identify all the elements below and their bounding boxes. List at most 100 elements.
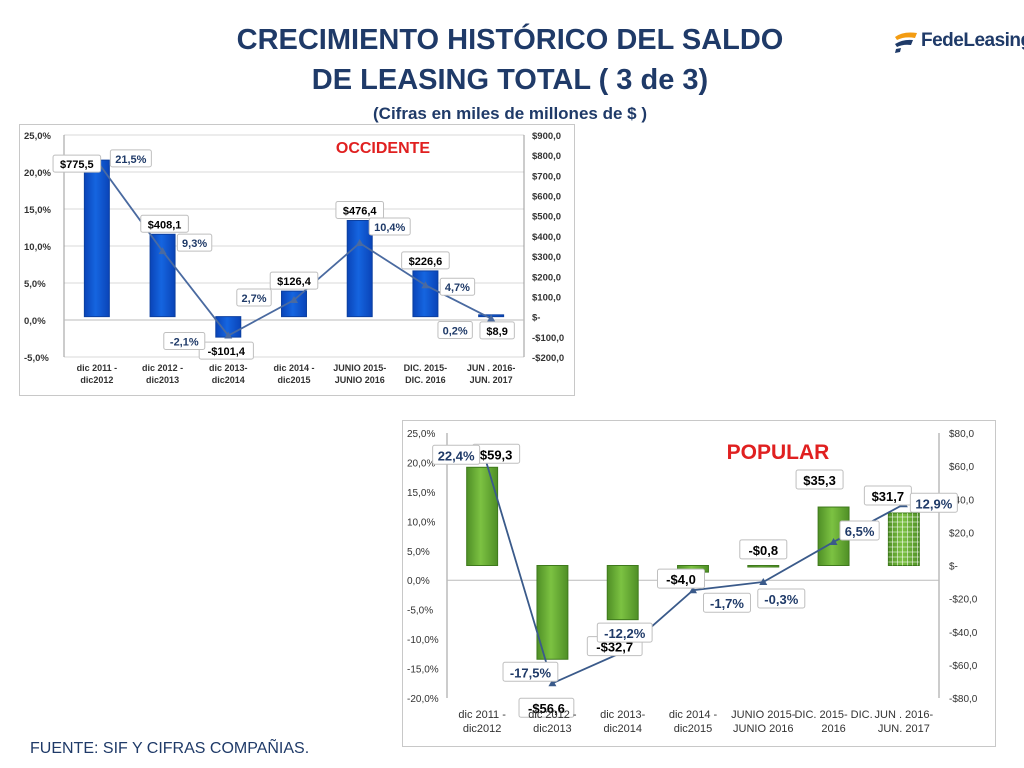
bar-value-label-box: [52, 154, 102, 173]
growth-pct-label: -12,2%: [604, 626, 646, 641]
category-label: dic 2012 -: [142, 363, 183, 373]
left-axis-tick-label: 15,0%: [407, 488, 435, 499]
growth-pct-label-box: [502, 661, 559, 682]
category-label: dic2014: [212, 375, 245, 385]
category-label: dic 2013-: [209, 363, 248, 373]
right-axis-tick-label: -$80,0: [949, 694, 978, 705]
line-point: [759, 577, 768, 585]
left-axis-tick-label: -15,0%: [407, 665, 439, 676]
bar: [149, 233, 176, 318]
chart-title: POPULAR: [727, 441, 830, 464]
page-subtitle: (Cifras en miles de millones de $ ): [373, 104, 647, 123]
right-axis-tick-label: $-: [532, 313, 540, 324]
source-footnote: FUENTE: SIF Y CIFRAS COMPAÑIAS.: [30, 740, 310, 757]
bar-value-label-box: [335, 200, 385, 219]
left-axis-tick-label: 0,0%: [407, 576, 430, 587]
category-label: JUNIO 2015-: [333, 363, 386, 373]
bar-value-label: $59,3: [480, 447, 513, 462]
right-axis-tick-label: $60,0: [949, 462, 974, 473]
left-axis-tick-label: -10,0%: [407, 635, 439, 646]
occidente-chart: 25,0% 20,0% 15,0% 10,0% 5,0% 0,0% -5,0% $900,0 $…: [19, 124, 575, 396]
bar-value-label-box: [198, 341, 254, 360]
line-point: [829, 537, 838, 545]
line-point: [224, 331, 233, 339]
category-label: JUNIO 2016: [733, 723, 794, 735]
category-label: JUN. 2017: [470, 375, 513, 385]
growth-pct-label-box: [909, 492, 958, 513]
left-axis-tick-label: 0,0%: [24, 316, 46, 327]
growth-pct-label-box: [439, 277, 476, 296]
category-label: JUN . 2016-: [467, 363, 516, 373]
growth-pct-label: 21,5%: [115, 154, 146, 166]
growth-pct-label: 6,5%: [845, 524, 875, 539]
category-label: dic 2011 -: [458, 709, 506, 721]
category-label: dic2015: [277, 375, 310, 385]
right-axis-tick-label: $300,0: [532, 252, 561, 263]
right-axis-tick-label: -$200,0: [532, 353, 564, 364]
right-axis-tick-label: $600,0: [532, 192, 561, 203]
category-label: dic 2014 -: [273, 363, 314, 373]
growth-pct-label-box: [432, 444, 481, 465]
bar: [747, 565, 780, 568]
left-axis-tick-label: -5,0%: [24, 353, 49, 364]
growth-pct-label: 9,3%: [182, 238, 207, 250]
growth-pct-label: 22,4%: [438, 448, 475, 463]
category-label: dic2015: [674, 723, 713, 735]
left-axis-tick-label: 10,0%: [24, 242, 51, 253]
category-label: dic 2014 -: [669, 709, 718, 721]
category-label: DIC. 2015- DIC.: [794, 709, 872, 721]
line-point: [355, 239, 364, 247]
line-point: [290, 296, 298, 304]
right-axis-tick-label: $400,0: [532, 232, 561, 243]
growth-pct-label: -1,7%: [710, 596, 744, 611]
growth-pct-label-box: [236, 288, 272, 307]
bar: [536, 565, 569, 660]
category-label: dic2013: [533, 723, 572, 735]
category-label: dic 2011 -: [77, 363, 118, 373]
growth-pct-label: 10,4%: [374, 222, 405, 234]
bar-value-label-box: [795, 469, 844, 490]
growth-pct-label-box: [596, 622, 653, 643]
right-axis-tick-label: $-: [949, 562, 958, 573]
category-label: dic2012: [80, 375, 113, 385]
right-axis-tick-label: $80,0: [949, 429, 974, 440]
right-axis-tick-label: $500,0: [532, 212, 561, 223]
growth-pct-label: -0,3%: [764, 592, 798, 607]
left-axis-tick-label: 25,0%: [24, 131, 51, 142]
left-axis-tick-label: 5,0%: [24, 279, 46, 290]
bar-value-label-box: [140, 214, 189, 233]
right-axis-tick-label: -$100,0: [532, 333, 564, 344]
bar-value-label: -$4,0: [666, 572, 696, 587]
growth-pct-label-box: [703, 592, 751, 613]
growth-pct-label-box: [757, 588, 806, 609]
category-label: DIC. 2015-: [404, 363, 448, 373]
bar-value-label-box: [401, 251, 450, 270]
left-axis-tick-label: -5,0%: [407, 606, 433, 617]
right-axis-tick-label: -$60,0: [949, 661, 978, 672]
growth-pct-label-box: [163, 332, 206, 351]
line-point: [487, 314, 496, 322]
line-point: [158, 247, 167, 255]
bar-value-label-box: [269, 271, 319, 290]
growth-pct-label-box: [368, 217, 411, 236]
page-title-line-2: DE LEASING TOTAL ( 3 de 3): [311, 64, 709, 96]
left-axis-tick-label: 20,0%: [24, 168, 51, 179]
bar-value-label: $35,3: [803, 473, 836, 488]
left-axis-tick-label: -20,0%: [407, 694, 439, 705]
category-label: JUNIO 2015-: [731, 709, 796, 721]
category-label: dic2013: [146, 375, 179, 385]
bar-value-label: -$32,7: [596, 640, 633, 655]
growth-pct-label-box: [109, 149, 152, 168]
page-title-line-1: CRECIMIENTO HISTÓRICO DEL SALDO: [236, 24, 784, 56]
left-axis-tick-label: 10,0%: [407, 517, 435, 528]
growth-pct-label: 0,2%: [443, 326, 468, 338]
growth-pct-label: 12,9%: [915, 496, 952, 511]
bar: [606, 565, 639, 621]
bar-value-label: -$101,4: [208, 346, 246, 358]
bar-value-label: $8,9: [486, 326, 507, 338]
left-axis-tick-label: 5,0%: [407, 547, 430, 558]
growth-pct-label-box: [176, 233, 213, 252]
category-label: dic2012: [463, 723, 502, 735]
bar-value-label: -$0,8: [748, 543, 778, 558]
occidente-chart-svg: 25,0% 20,0% 15,0% 10,0% 5,0% 0,0% -5,0% $900,0 $…: [24, 131, 564, 385]
